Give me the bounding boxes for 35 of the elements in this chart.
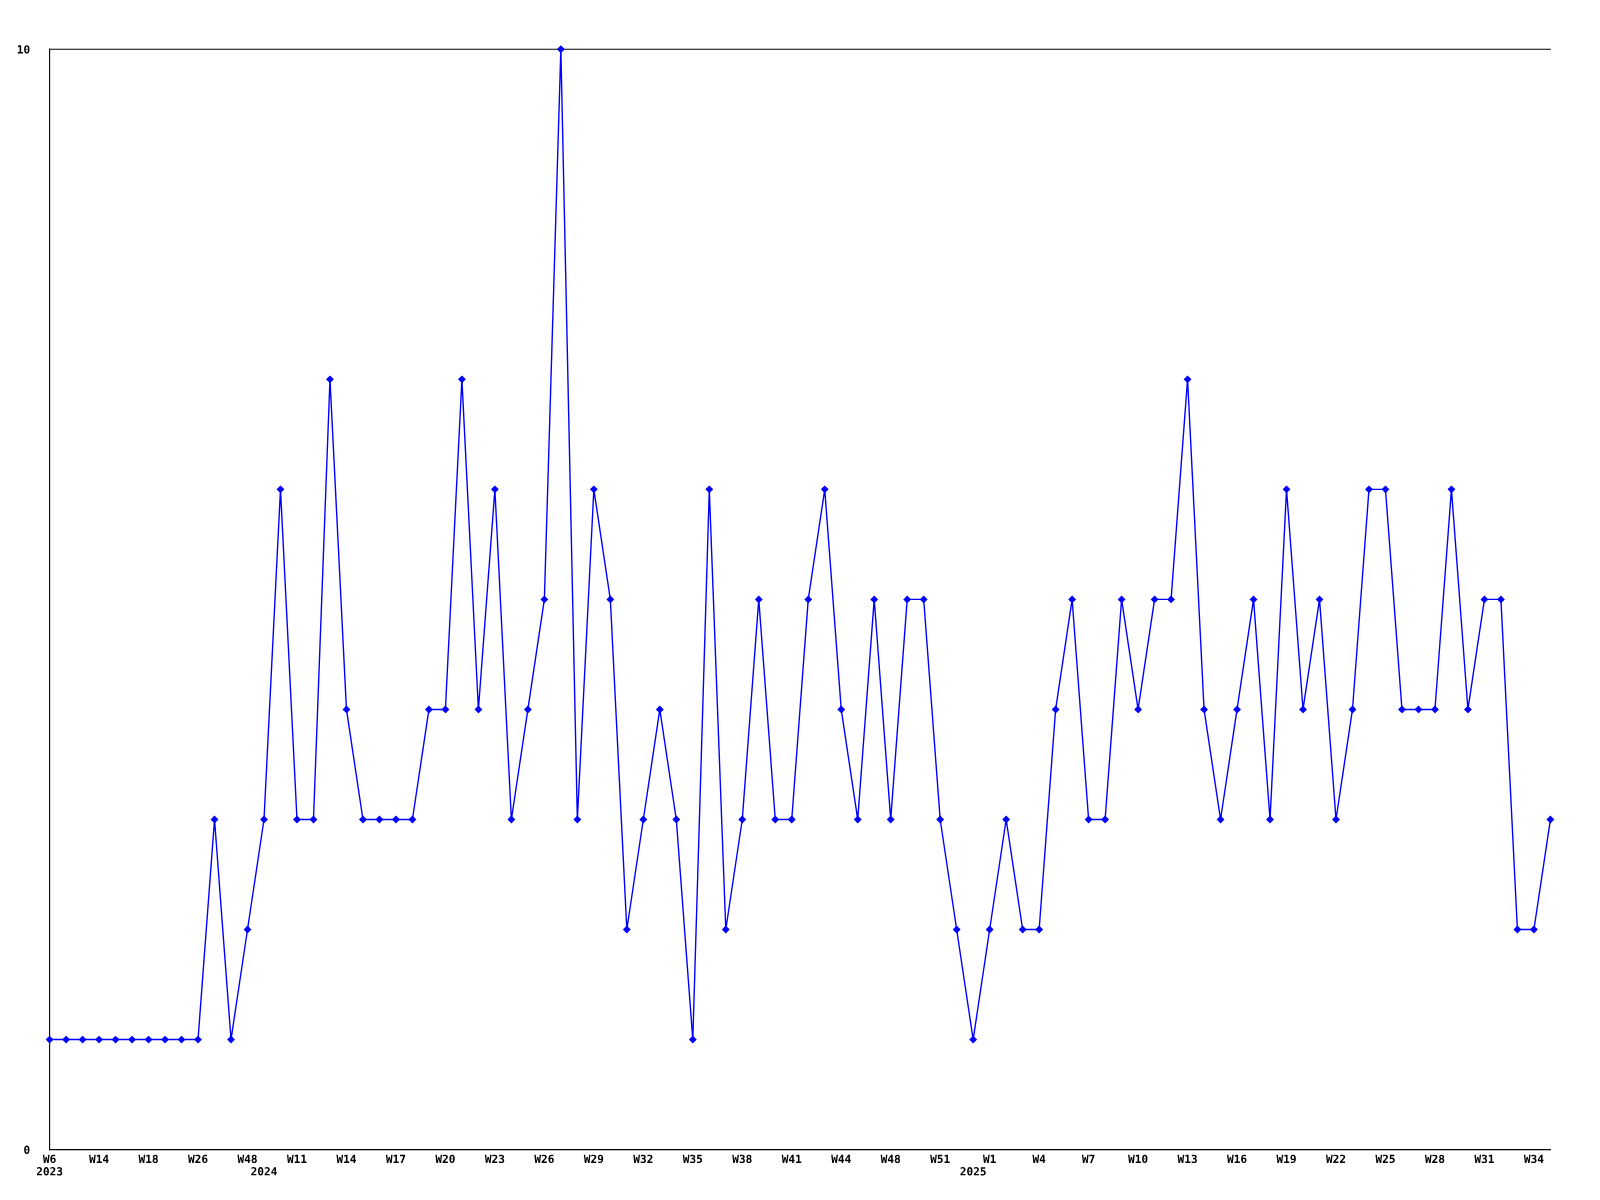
x-tick-label: W48 [880,1154,901,1164]
x-tick-label: W4 [1032,1154,1046,1163]
x-tick-label: W13 [1177,1154,1197,1164]
x-tick-label: W48 [237,1154,257,1164]
y-tick-label: 0 [24,1145,30,1154]
x-tick-label: W28 [1424,1154,1445,1164]
x-tick-label: W1 [982,1154,996,1163]
x-tick-label: 2025 [960,1167,986,1176]
x-tick-label: W14 [89,1154,109,1163]
x-tick-label: W18 [138,1154,158,1164]
x-tick-label: W29 [583,1154,604,1164]
x-tick-label: 2024 [251,1167,277,1176]
x-tick-label: W38 [732,1154,752,1164]
x-tick-label: W16 [1227,1154,1247,1164]
x-tick-label: W34 [1523,1154,1544,1164]
x-tick-label: W44 [831,1154,851,1163]
x-tick-label: W32 [633,1154,653,1164]
x-tick-label: W51 [930,1154,950,1164]
x-tick-label: W6 2023 [36,1154,63,1176]
x-tick-label: W41 [781,1154,802,1163]
x-tick-label: W14 [336,1154,356,1163]
x-tick-label: W26 [534,1154,554,1164]
x-tick-label: W20 [435,1154,455,1164]
x-tick-label: W23 [484,1154,505,1164]
x-tick-label: W19 [1276,1154,1296,1164]
x-tick-label: W17 [385,1154,406,1163]
x-tick-label: W7 [1081,1154,1095,1163]
x-tick-label: W22 [1325,1154,1346,1163]
y-tick-label: 10 [17,45,30,54]
x-tick-label: W31 [1474,1154,1494,1164]
x-tick-label: W10 [1128,1154,1148,1164]
x-tick-label: W25 [1375,1154,1395,1164]
x-tick-label: W26 [188,1154,208,1164]
x-tick-label: W35 [682,1154,703,1164]
x-tick-label: W11 [286,1154,307,1163]
